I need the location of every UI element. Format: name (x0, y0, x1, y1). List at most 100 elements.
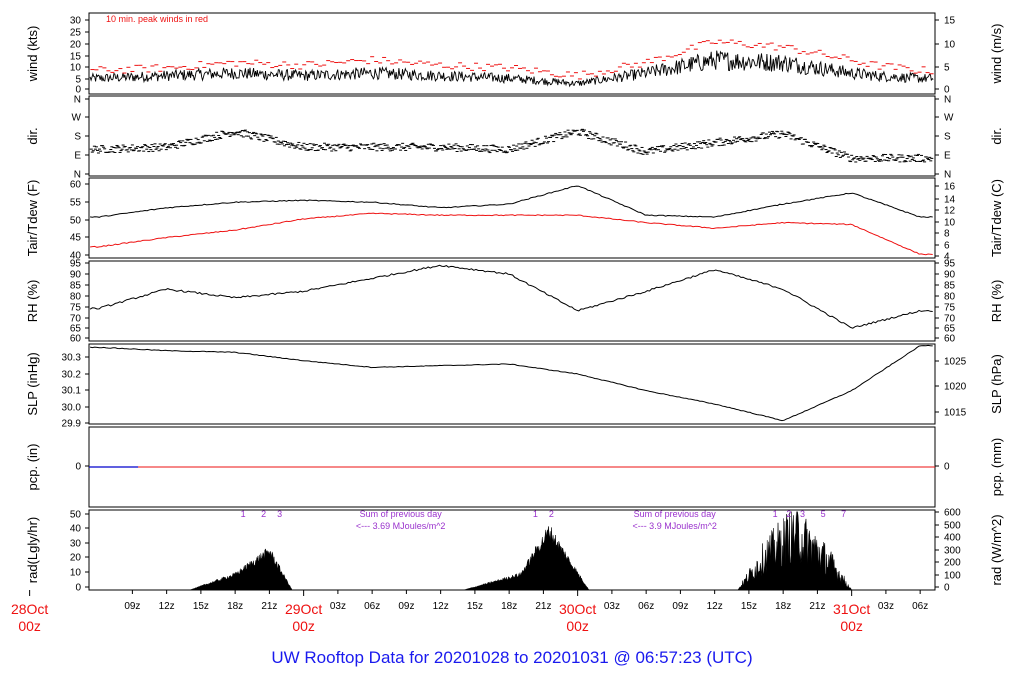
radiation-annotation: <--- 3.69 MJoules/m^2 (356, 521, 446, 531)
y2-tick-label: 60 (944, 334, 956, 345)
radiation-annotation: 1 (773, 509, 778, 519)
y-axis-label: rad(Lgly/hr) (25, 517, 40, 583)
y-tick-label: 29.9 (62, 419, 82, 430)
series-peak-winds (90, 39, 934, 80)
y-tick-label: 60 (70, 334, 82, 345)
y-tick-label: 0 (75, 462, 81, 473)
y-tick-label: 5 (75, 75, 81, 86)
x-day-sublabel: 00z (18, 618, 41, 634)
y2-tick-label: W (944, 113, 954, 124)
y-tick-label: 50 (70, 216, 82, 227)
y-tick-label: 50 (70, 510, 82, 521)
y2-tick-label: 0 (944, 462, 950, 473)
peak-wind-annotation: 10 min. peak winds in red (106, 14, 208, 24)
panel-frame (88, 12, 936, 95)
y2-tick-label: 85 (944, 281, 956, 292)
radiation-annotation: Sum of previous day (360, 509, 443, 519)
y2-tick-label: 300 (944, 546, 961, 557)
y2-axis-label: rad (W/m^2) (989, 514, 1004, 585)
y2-axis-label: wind (m/s) (989, 24, 1004, 85)
y-tick-label: 20 (70, 553, 82, 564)
y-tick-label: 30.2 (62, 370, 82, 381)
y2-axis-label: dir. (989, 127, 1004, 144)
y2-tick-label: 500 (944, 521, 961, 532)
x-tick-label: 03z (878, 601, 894, 612)
y2-tick-label: 1015 (944, 408, 967, 419)
radiation-annotation: 2 (786, 509, 791, 519)
y-tick-label: 20 (70, 40, 82, 51)
y-tick-label: 60 (70, 180, 82, 191)
x-tick-label: 18z (775, 601, 791, 612)
x-tick-label: 15z (467, 601, 483, 612)
y-axis-label: SLP (inHg) (25, 352, 40, 415)
y-tick-label: 40 (70, 524, 82, 535)
y2-tick-label: 16 (944, 182, 956, 193)
y2-axis-label: RH (%) (989, 280, 1004, 323)
y2-tick-label: 1020 (944, 382, 967, 393)
y2-tick-label: N (944, 170, 951, 181)
y2-tick-label: 10 (944, 218, 956, 229)
x-day-label: 31Oct (833, 601, 870, 617)
x-tick-label: 03z (604, 601, 620, 612)
y-tick-label: 10 (70, 63, 82, 74)
radiation-area-day-3 (736, 511, 853, 591)
radiation-annotation: 2 (549, 509, 554, 519)
radiation-annotation: Sum of previous day (634, 509, 717, 519)
x-tick-label: 06z (364, 601, 380, 612)
x-tick-label: 09z (672, 601, 688, 612)
y-tick-label: 85 (70, 281, 82, 292)
x-tick-label: 15z (193, 601, 209, 612)
y2-tick-label: 0 (944, 85, 950, 96)
y-tick-label: 65 (70, 324, 82, 335)
series-direction (89, 128, 934, 163)
radiation-area-day-2 (463, 526, 590, 591)
x-tick-label: 15z (741, 601, 757, 612)
y-tick-label: 30.1 (62, 386, 82, 397)
y2-tick-label: 0 (944, 583, 950, 594)
y-axis-label: wind (kts) (25, 26, 40, 83)
y2-axis-label: Tair/Tdew (C) (989, 179, 1004, 257)
series-rh-0 (89, 264, 933, 329)
y2-tick-label: N (944, 95, 951, 106)
x-day-label: 28Oct (11, 601, 48, 617)
y2-tick-label: 6 (944, 241, 950, 252)
y-tick-label: 95 (70, 259, 82, 270)
x-tick-label: 06z (912, 601, 928, 612)
panel-frame (88, 260, 936, 342)
y-tick-label: 70 (70, 314, 82, 325)
y2-tick-label: E (944, 151, 951, 162)
y-tick-label: 30.3 (62, 353, 82, 364)
y-tick-label: E (74, 151, 81, 162)
x-tick-label: 12z (159, 601, 175, 612)
series-temp-1 (90, 212, 933, 256)
panel-frame (88, 343, 936, 425)
y2-tick-label: 70 (944, 314, 956, 325)
radiation-annotation: 3 (800, 509, 805, 519)
y-axis-label: pcp. (in) (25, 444, 40, 491)
x-tick-label: 06z (638, 601, 654, 612)
y-tick-label: 0 (75, 583, 81, 594)
y2-tick-label: 10 (944, 40, 956, 51)
y-axis-label: Tair/Tdew (F) (25, 180, 40, 257)
y2-tick-label: 1025 (944, 357, 967, 368)
x-tick-label: 12z (707, 601, 723, 612)
y-tick-label: S (74, 132, 81, 143)
y2-tick-label: 65 (944, 324, 956, 335)
panel-pcp: 0 0 pcp. (in) pcp. (mm) (25, 426, 1004, 508)
y2-tick-label: 95 (944, 259, 956, 270)
y2-tick-label: 14 (944, 195, 956, 206)
y-tick-label: 75 (70, 303, 82, 314)
series-temp-0 (90, 185, 933, 218)
y2-tick-label: 12 (944, 206, 956, 217)
y-tick-label: 45 (70, 233, 82, 244)
x-day-label: 29Oct (285, 601, 322, 617)
y2-tick-label: 400 (944, 533, 961, 544)
y2-tick-label: 100 (944, 571, 961, 582)
radiation-annotation: 1 (241, 509, 246, 519)
y2-tick-label: 90 (944, 270, 956, 281)
radiation-annotation: 5 (821, 509, 826, 519)
y2-axis-label: pcp. (mm) (989, 438, 1004, 497)
